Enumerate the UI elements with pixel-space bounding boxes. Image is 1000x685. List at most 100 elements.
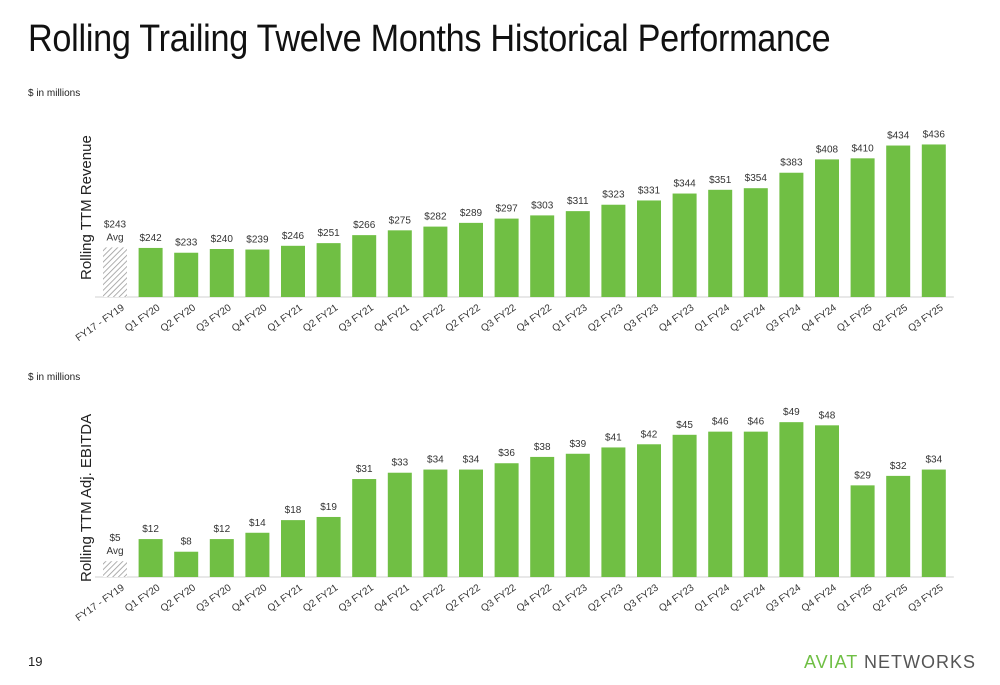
data-label: $266 — [353, 220, 376, 231]
x-tick-label: Q4 FY20 — [230, 582, 269, 614]
data-label: $39 — [569, 439, 586, 450]
x-tick-label: Q2 FY24 — [728, 582, 767, 614]
bar — [530, 215, 555, 297]
bar — [387, 472, 412, 577]
x-tick-label: Q4 FY20 — [230, 302, 269, 334]
bar — [316, 243, 341, 297]
revenue-bar-chart: $243 Avg FY17 - FY19 $242 Q1 FY20 $233 Q2 FY20… — [74, 129, 954, 344]
data-label: $246 — [282, 231, 305, 242]
bar — [138, 539, 163, 577]
data-label: $38 — [534, 442, 551, 453]
bar — [138, 247, 163, 297]
x-tick-label: Q2 FY20 — [159, 302, 198, 334]
data-label: $29 — [854, 470, 871, 481]
ebitda-bar-chart: $5 Avg FY17 - FY19 $12 Q1 FY20 $8 Q2 FY20 $12 Q3… — [74, 407, 954, 624]
brand-logo: AVIAT NETWORKS — [804, 652, 976, 673]
bar — [815, 159, 839, 297]
data-label: $8 — [181, 537, 193, 548]
bar — [565, 211, 590, 297]
x-tick-label: Q3 FY23 — [622, 582, 661, 614]
data-label: $46 — [712, 417, 729, 428]
x-tick-label: Q1 FY25 — [835, 302, 874, 334]
bar — [850, 485, 875, 577]
bar — [886, 145, 911, 297]
data-label: $251 — [317, 228, 340, 239]
bar — [209, 539, 234, 577]
x-tick-label: Q3 FY22 — [479, 582, 518, 614]
bar — [174, 551, 199, 577]
data-label: $31 — [356, 464, 373, 475]
bar — [637, 444, 661, 577]
avg-label: Avg — [106, 232, 123, 243]
brand-logo-part2: NETWORKS — [863, 652, 976, 672]
page-number: 19 — [28, 654, 43, 669]
data-label: $311 — [567, 196, 589, 207]
bar — [352, 479, 377, 577]
x-tick-label: Q1 FY21 — [266, 582, 305, 614]
x-tick-label: Q3 FY21 — [337, 582, 376, 614]
data-label: $354 — [745, 173, 768, 184]
x-tick-label: Q3 FY23 — [622, 302, 661, 334]
avg-bar — [103, 247, 127, 297]
x-tick-label: Q3 FY24 — [764, 582, 803, 614]
x-tick-label: Q4 FY22 — [515, 582, 554, 614]
bar — [708, 189, 733, 297]
data-label: $36 — [498, 448, 515, 459]
data-label: $303 — [531, 200, 554, 211]
bar — [672, 434, 697, 577]
x-tick-label: Q1 FY20 — [123, 582, 162, 614]
bar — [423, 469, 448, 577]
x-tick-label: Q1 FY22 — [408, 582, 447, 614]
bar — [494, 218, 519, 297]
bar — [921, 144, 946, 297]
bar — [352, 235, 377, 297]
data-label: $240 — [211, 234, 234, 245]
x-tick-label: Q1 FY24 — [693, 302, 732, 334]
bar — [494, 463, 519, 577]
data-label: $436 — [923, 129, 946, 140]
x-tick-label: Q3 FY24 — [764, 302, 803, 334]
bar — [459, 222, 483, 297]
x-tick-label: FY17 - FY19 — [74, 582, 127, 624]
x-tick-label: Q1 FY23 — [550, 302, 589, 334]
x-tick-label: Q3 FY20 — [194, 302, 233, 334]
data-label: $289 — [460, 208, 483, 219]
x-tick-label: Q1 FY21 — [266, 302, 305, 334]
bar — [850, 158, 875, 297]
x-tick-label: Q2 FY23 — [586, 302, 625, 334]
bar — [530, 456, 555, 577]
bar — [387, 230, 412, 297]
data-label: $12 — [142, 524, 159, 535]
data-label: $14 — [249, 518, 266, 529]
bar — [601, 447, 626, 577]
data-label: $34 — [427, 455, 444, 466]
data-label: $49 — [783, 407, 800, 418]
bar — [921, 469, 946, 577]
ebitda-units-note: $ in millions — [28, 372, 81, 383]
bar — [423, 226, 448, 297]
x-tick-label: Q2 FY25 — [871, 582, 910, 614]
bar — [245, 249, 270, 297]
x-tick-label: Q1 FY24 — [693, 582, 732, 614]
data-label: $410 — [851, 143, 874, 154]
data-label: $42 — [641, 429, 658, 440]
x-tick-label: Q4 FY22 — [515, 302, 554, 334]
x-tick-label: Q4 FY23 — [657, 302, 696, 334]
bar — [565, 453, 590, 577]
data-label: $323 — [602, 190, 625, 201]
x-tick-label: Q3 FY21 — [337, 302, 376, 334]
bar — [637, 200, 661, 297]
data-label: $297 — [495, 204, 518, 215]
bar — [601, 204, 626, 297]
x-tick-label: Q1 FY20 — [123, 302, 162, 334]
bar — [815, 425, 839, 577]
x-tick-label: Q4 FY24 — [800, 582, 839, 614]
avg-label: Avg — [106, 546, 123, 557]
x-tick-label: Q4 FY23 — [657, 582, 696, 614]
x-tick-label: Q2 FY24 — [728, 302, 767, 334]
x-tick-label: FY17 - FY19 — [74, 302, 127, 344]
data-label: $32 — [890, 461, 907, 472]
x-tick-label: Q1 FY23 — [550, 582, 589, 614]
x-tick-label: Q1 FY22 — [408, 302, 447, 334]
x-tick-label: Q3 FY20 — [194, 582, 233, 614]
